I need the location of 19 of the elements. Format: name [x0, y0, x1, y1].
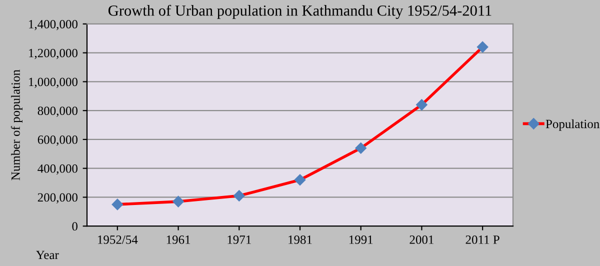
x-tick-label: 1991	[349, 236, 373, 244]
x-tick-label: 1971	[228, 236, 251, 244]
x-tick-label: 1961	[166, 236, 190, 244]
x-tick-label: 1981	[288, 235, 312, 244]
y-tick-label: 200,000	[38, 193, 78, 204]
x-tick-label: 1952/54	[98, 236, 138, 244]
y-axis-title: Number of population	[10, 70, 22, 180]
y-tick-label: 800,000	[38, 106, 78, 117]
y-tick-label: 0	[72, 222, 78, 231]
y-tick-label: 600,000	[38, 135, 78, 146]
x-tick-label: 2001	[410, 235, 434, 244]
chart-title: Growth of Urban population in Kathmandu City 1952/54-2011	[108, 4, 492, 19]
y-tick-label: 1,000,000	[29, 78, 78, 88]
x-axis-title: Year	[36, 250, 59, 260]
x-tick-label: 2011 P	[466, 235, 500, 244]
legend-label: Population	[546, 119, 600, 131]
y-tick-label: 1,200,000	[29, 48, 78, 60]
y-tick-label: 1,400,000	[29, 20, 78, 30]
y-tick-label: 400,000	[38, 164, 78, 175]
